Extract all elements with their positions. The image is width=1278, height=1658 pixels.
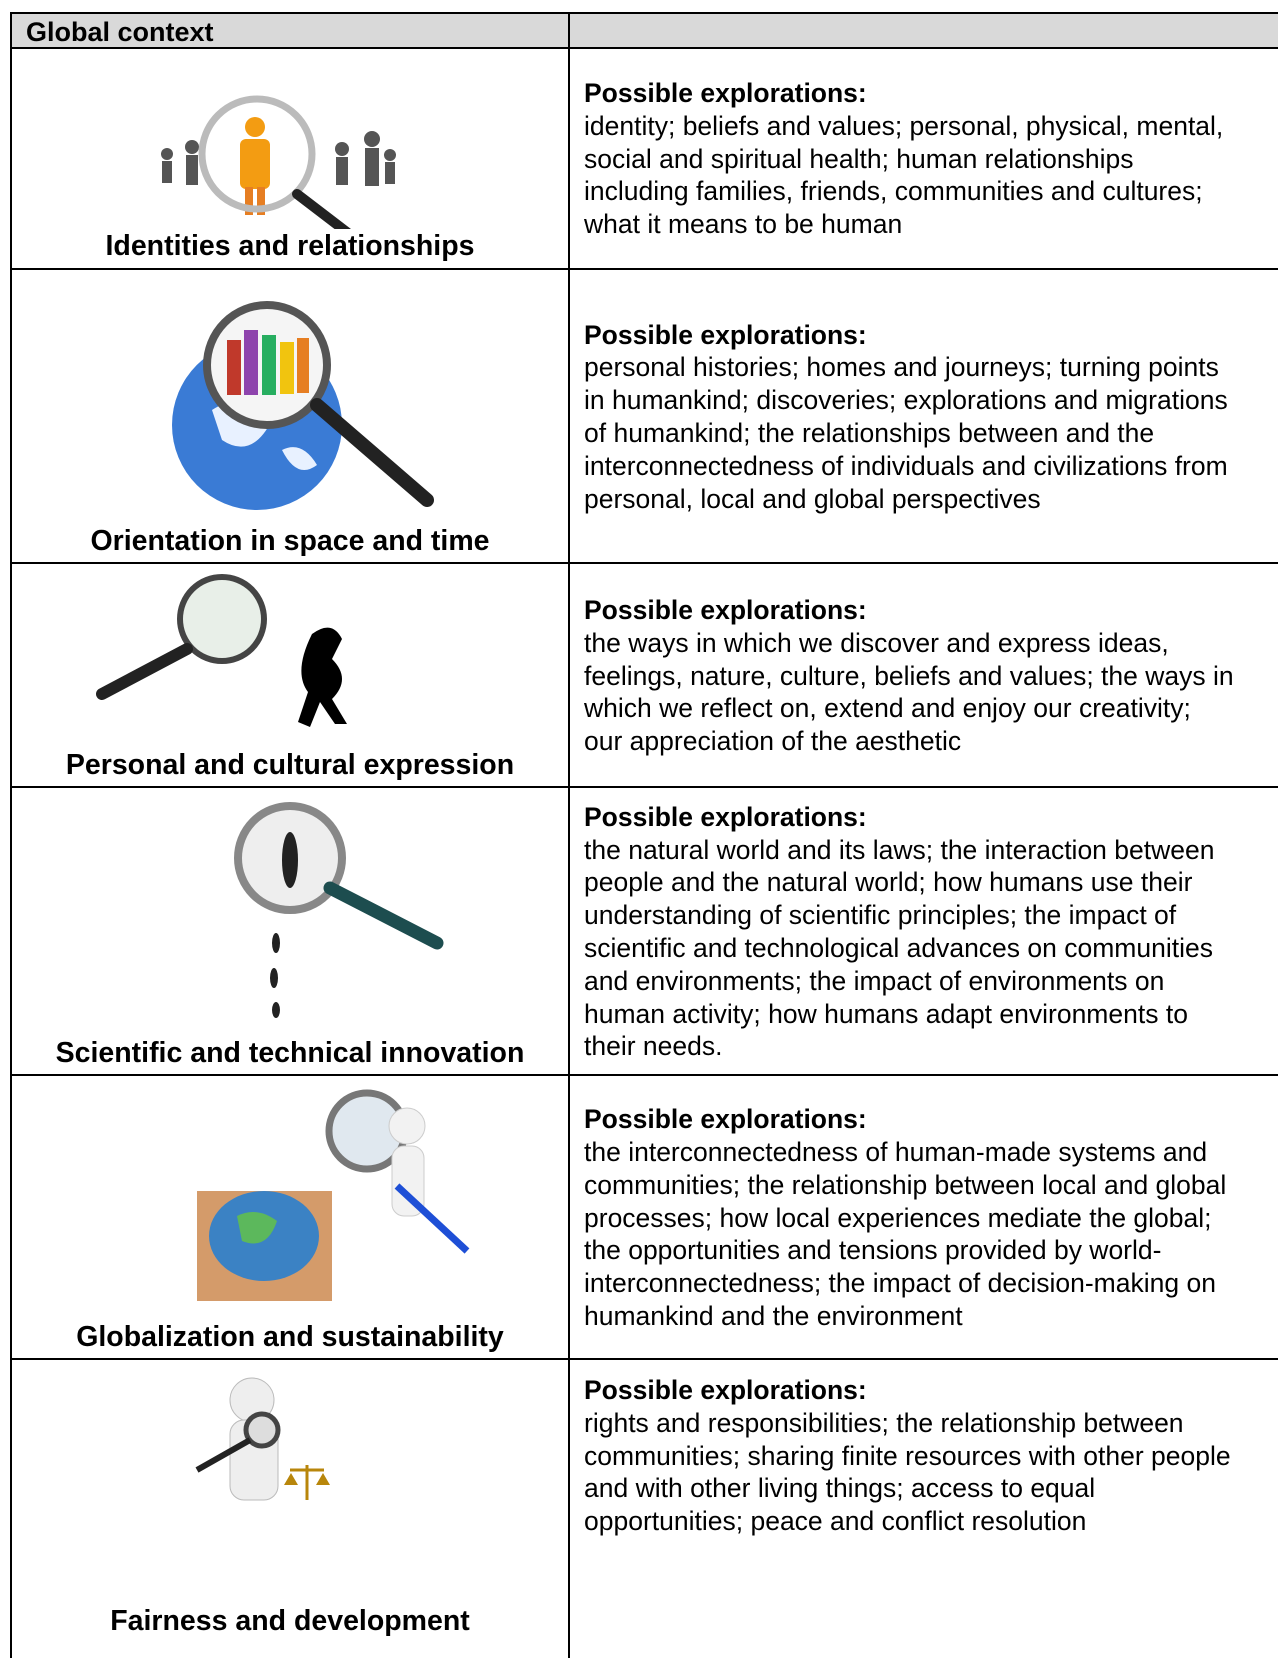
table-row: Orientation in space and time Possible e… bbox=[10, 268, 1278, 564]
explorations-cell: Possible explorations: identity; beliefs … bbox=[568, 49, 1278, 269]
identities-icon bbox=[161, 95, 396, 229]
table-row: Identities and relationships Possible ex… bbox=[10, 47, 1278, 269]
explorations-heading: Possible explorations: bbox=[584, 78, 867, 108]
context-label: Globalization and sustainability bbox=[76, 1321, 504, 1353]
expression-icon bbox=[96, 574, 347, 727]
context-label: Personal and cultural expression bbox=[65, 749, 515, 781]
context-label: Identities and relationships bbox=[105, 230, 475, 262]
explorations-heading: Possible explorations: bbox=[584, 595, 867, 625]
explorations-text: the interconnectedness of human-made sys… bbox=[584, 1137, 1227, 1331]
context-cell: Fairness and development bbox=[10, 1360, 568, 1658]
context-label: Fairness and development bbox=[110, 1605, 470, 1637]
explorations-cell: Possible explorations: rights and respons… bbox=[568, 1360, 1278, 1658]
context-label: Orientation in space and time bbox=[90, 525, 490, 557]
explorations-cell: Possible explorations: the ways in which … bbox=[568, 564, 1278, 788]
table-row: Personal and cultural expression Possibl… bbox=[10, 562, 1278, 788]
orientation-icon bbox=[172, 301, 434, 510]
context-cell: Identities and relationships bbox=[10, 49, 568, 269]
table-row: Globalization and sustainability Possibl… bbox=[10, 1074, 1278, 1360]
fairness-icon bbox=[195, 1377, 330, 1501]
globalization-icon bbox=[197, 1089, 470, 1301]
header-row: Global context bbox=[10, 12, 1278, 48]
explorations-text: the natural world and its laws; the inte… bbox=[584, 834, 1215, 1062]
explorations-text: rights and responsibilities; the relatio… bbox=[584, 1407, 1231, 1537]
explorations-cell: Possible explorations: the natural world … bbox=[568, 788, 1278, 1076]
explorations-text: personal histories; homes and journeys; … bbox=[584, 352, 1228, 514]
explorations-heading: Possible explorations: bbox=[584, 1104, 867, 1135]
table-row: Fairness and development Possible explor… bbox=[10, 1358, 1278, 1658]
context-label: Scientific and technical innovation bbox=[55, 1037, 525, 1069]
explorations-cell: Possible explorations: the interconnected… bbox=[568, 1076, 1278, 1360]
explorations-heading: Possible explorations: bbox=[584, 801, 867, 832]
explorations-heading: Possible explorations: bbox=[584, 1375, 867, 1405]
header-cell: Global context bbox=[10, 14, 568, 48]
context-cell: Personal and cultural expression bbox=[10, 564, 568, 788]
context-cell: Orientation in space and time bbox=[10, 270, 568, 564]
innovation-icon bbox=[234, 802, 444, 1018]
context-cell: Scientific and technical innovation bbox=[10, 788, 568, 1076]
table-row: Scientific and technical innovation Poss… bbox=[10, 786, 1278, 1076]
header-cell-empty bbox=[568, 14, 1278, 48]
explorations-cell: Possible explorations: personal histories… bbox=[568, 270, 1278, 564]
context-cell: Globalization and sustainability bbox=[10, 1076, 568, 1360]
explorations-text: the ways in which we discover and expres… bbox=[584, 627, 1234, 757]
explorations-text: identity; beliefs and values; personal, … bbox=[584, 110, 1224, 240]
explorations-heading: Possible explorations: bbox=[584, 319, 867, 350]
